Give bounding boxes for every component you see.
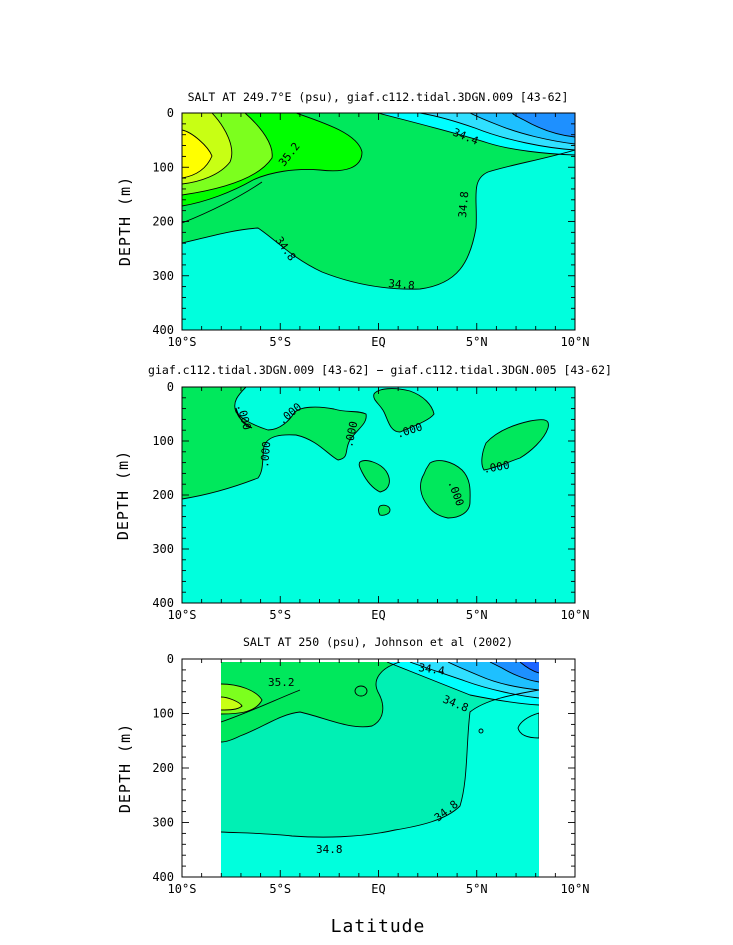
p1-x-tick-label: 10°N — [561, 335, 590, 349]
panel-3-ylabel: DEPTH (m) — [116, 723, 134, 813]
p2-x-tick-label: 10°S — [168, 608, 197, 622]
panel-1-contours — [182, 113, 575, 290]
p1-y-tick-label: 400 — [152, 323, 174, 337]
p2-y-tick-label: 100 — [152, 434, 174, 448]
p3-x-tick-label: EQ — [371, 882, 385, 896]
p3-y-tick-label: 200 — [152, 761, 174, 775]
p2-y-tick-label: 200 — [152, 488, 174, 502]
p2-contour-label-7: .000 — [482, 459, 510, 476]
p2-contour-label-4: .000 — [342, 420, 360, 449]
p2-region-island-b — [378, 504, 391, 516]
p2-region-right-mid — [420, 460, 471, 519]
p1-y-tick-label: 0 — [167, 106, 174, 120]
p2-region-right — [481, 419, 549, 471]
p3-region-green — [221, 662, 400, 742]
panel-1-fill — [182, 113, 575, 330]
panel-3: 35.2 34.4 34.8 34.8 34.8 SALT AT 250 (ps… — [116, 635, 576, 937]
p1-y-tick-label: 300 — [152, 269, 174, 283]
p1-contour-label-3: 34.8 — [456, 191, 471, 219]
p3-y-tick-label: 400 — [152, 870, 174, 884]
p1-y-tick-label: 100 — [152, 160, 174, 174]
p2-x-tick-label: EQ — [371, 608, 385, 622]
panel-2-title: giaf.c112.tidal.3DGN.009 [43-62] − giaf.… — [148, 363, 612, 377]
p3-y-tick-label: 300 — [152, 816, 174, 830]
p3-region-blue-3 — [520, 662, 539, 673]
p3-contour-label-1: 35.2 — [268, 676, 295, 689]
p2-y-tick-label: 400 — [152, 596, 174, 610]
p2-y-tick-label: 300 — [152, 542, 174, 556]
p3-region-lime — [221, 697, 242, 710]
p1-x-tick-label: EQ — [371, 335, 385, 349]
p1-region-blue-2 — [512, 113, 575, 137]
p3-x-tick-label: 5°N — [466, 882, 488, 896]
p3-y-tick-label: 0 — [167, 652, 174, 666]
p1-y-tick-label: 200 — [152, 215, 174, 229]
p3-contour-label-5: 34.8 — [316, 843, 343, 856]
p2-region-island-a — [358, 460, 390, 493]
p2-regions — [182, 387, 549, 519]
p3-region-right-notch — [517, 712, 539, 739]
p1-x-tick-label: 10°S — [168, 335, 197, 349]
panel-3-xlabel: Latitude — [331, 916, 426, 937]
p2-region-left — [182, 387, 367, 500]
p3-x-tick-label: 10°N — [561, 882, 590, 896]
p2-y-tick-label: 0 — [167, 380, 174, 394]
p3-x-tick-label: 10°S — [168, 882, 197, 896]
p2-x-tick-label: 10°N — [561, 608, 590, 622]
p3-x-tick-label: 5°S — [269, 882, 291, 896]
panel-2-fill — [182, 387, 575, 603]
p2-contour-label-3: .000 — [258, 441, 273, 469]
panel-2: .000 .000 .000 .000 .000 .000 .000 giaf.… — [114, 363, 612, 604]
panel-3-title: SALT AT 250 (psu), Johnson et al (2002) — [243, 635, 513, 649]
panel-1-title: SALT AT 249.7°E (psu), giaf.c112.tidal.3… — [188, 90, 569, 104]
panel-3-fill — [221, 662, 539, 877]
p2-region-eq — [373, 388, 435, 433]
p1-contour-label-5: 34.8 — [388, 277, 416, 292]
panel-1-ylabel: DEPTH (m) — [116, 176, 134, 266]
p1-region-yellow — [182, 130, 212, 178]
p2-x-tick-label: 5°S — [269, 608, 291, 622]
panel-3-contours — [221, 662, 539, 838]
p1-x-tick-label: 5°N — [466, 335, 488, 349]
panel-2-ylabel: DEPTH (m) — [114, 450, 132, 540]
p3-y-tick-label: 100 — [152, 707, 174, 721]
panel-1: 35.2 34.4 34.8 34.8 34.8 SALT AT 249.7°E… — [116, 90, 576, 331]
p2-x-tick-label: 5°N — [466, 608, 488, 622]
p3-contour-label-2: 34.4 — [418, 661, 446, 678]
p1-x-tick-label: 5°S — [269, 335, 291, 349]
